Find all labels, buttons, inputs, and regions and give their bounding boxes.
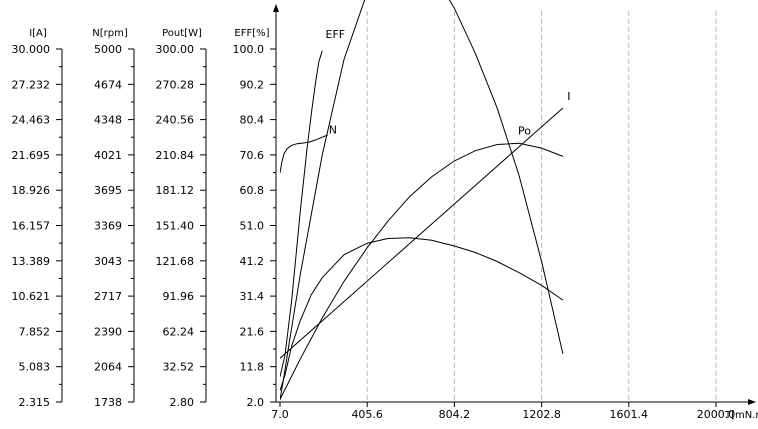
y-tick-label: 91.96 xyxy=(163,290,195,303)
y-tick-label: 3043 xyxy=(94,255,122,268)
y-tick-label: 240.56 xyxy=(156,114,195,127)
y-tick-label: 210.84 xyxy=(156,149,195,162)
y-axis-i: 30.000 27.232 24.463 21.695 18.926 16.157 13.3… xyxy=(12,28,63,409)
y-axis-title: I[A] xyxy=(29,28,47,39)
y-tick-label: 3695 xyxy=(94,184,122,197)
series-line-unlabeled-2 xyxy=(280,0,564,401)
x-tick-label: 7.0 xyxy=(271,408,289,421)
y-tick-label: 60.8 xyxy=(240,184,265,197)
y-tick-label: 100.0 xyxy=(233,43,265,56)
y-tick-label: 16.157 xyxy=(12,220,51,233)
x-axis-arrow xyxy=(748,399,756,405)
y-tick-label: 18.926 xyxy=(12,184,51,197)
y-axis-title: Pout[W] xyxy=(162,28,202,39)
y-axis-pout: 300.00 270.28 240.56 210.84 181.12 151.40 121.… xyxy=(156,28,207,409)
y-tick-label: 10.621 xyxy=(12,290,51,303)
y-tick-label: 5.083 xyxy=(19,361,51,374)
y-tick-label: 51.0 xyxy=(240,220,265,233)
y-tick-label: 62.24 xyxy=(163,325,195,338)
y-tick-label: 4674 xyxy=(94,78,122,91)
y-tick-label: 11.8 xyxy=(240,361,265,374)
x-tick-label: 1202.8 xyxy=(522,408,561,421)
y-tick-label: 21.695 xyxy=(12,149,51,162)
y-tick-label: 31.4 xyxy=(240,290,265,303)
y-tick-label: 2.315 xyxy=(19,396,51,409)
grid-lines xyxy=(366,11,717,402)
x-tick-label: 2000.0 xyxy=(697,408,736,421)
y-tick-label: 41.2 xyxy=(240,255,265,268)
y-tick-label: 70.6 xyxy=(240,149,265,162)
curve-label-po: Po xyxy=(518,125,531,138)
y-tick-label: 2.80 xyxy=(170,396,195,409)
series-line-po xyxy=(280,142,564,400)
y-axis-title: EFF[%] xyxy=(234,28,269,39)
series-curves xyxy=(280,0,564,401)
y-tick-label: 181.12 xyxy=(156,184,195,197)
y-tick-label: 21.6 xyxy=(240,325,265,338)
curve-label-eff: EFF xyxy=(326,28,346,41)
series-line-eff xyxy=(280,50,323,377)
y-tick-label: 151.40 xyxy=(156,220,195,233)
y-tick-label: 32.52 xyxy=(163,361,195,374)
series-line-n xyxy=(280,134,328,173)
y-tick-label: 2390 xyxy=(94,325,122,338)
y-tick-label: 13.389 xyxy=(12,255,51,268)
x-tick-label: 1601.4 xyxy=(610,408,649,421)
y-tick-label: 80.4 xyxy=(240,114,265,127)
x-axis: 7.0 405.6 804.2 1202.8 1601.4 2000.0T[mN.m] xyxy=(271,399,758,421)
series-line-i xyxy=(280,107,564,359)
curve-label-n: N xyxy=(329,123,337,136)
y-tick-label: 4021 xyxy=(94,149,122,162)
curve-label-i: I xyxy=(567,90,570,103)
y-tick-label: 3369 xyxy=(94,220,122,233)
y-tick-label: 27.232 xyxy=(12,78,51,91)
y-axis-eff: 100.0 90.2 80.4 70.6 60.8 51.0 41.2 31.4 21.6 11.… xyxy=(233,10,277,409)
y-tick-label: 121.68 xyxy=(156,255,195,268)
y-tick-label: 270.28 xyxy=(156,78,195,91)
y-tick-label: 2064 xyxy=(94,361,122,374)
y-axes: 30.000 27.232 24.463 21.695 18.926 16.157 13.3… xyxy=(12,4,279,409)
y-axis-n: 5000 4674 4348 4021 3695 3369 3043 2717 2390 2064… xyxy=(92,28,135,409)
y-tick-label: 30.000 xyxy=(12,43,51,56)
x-axis-title: T[mN.m] xyxy=(724,410,758,421)
series-line-unlabeled-3 xyxy=(280,237,564,391)
y-tick-label: 2717 xyxy=(94,290,122,303)
y-tick-label: 4348 xyxy=(94,114,122,127)
y-tick-label: 5000 xyxy=(94,43,122,56)
y-axis-arrow xyxy=(273,4,279,12)
y-tick-label: 2.0 xyxy=(247,396,265,409)
y-tick-label: 1738 xyxy=(94,396,122,409)
y-tick-label: 300.00 xyxy=(156,43,195,56)
y-tick-label: 90.2 xyxy=(240,78,265,91)
y-tick-label: 24.463 xyxy=(12,114,51,127)
curve-labels: EFF N Po I xyxy=(326,28,571,137)
y-axis-title: N[rpm] xyxy=(92,28,128,39)
x-tick-label: 804.2 xyxy=(439,408,471,421)
y-tick-label: 7.852 xyxy=(19,325,51,338)
x-tick-label: 405.6 xyxy=(351,408,383,421)
